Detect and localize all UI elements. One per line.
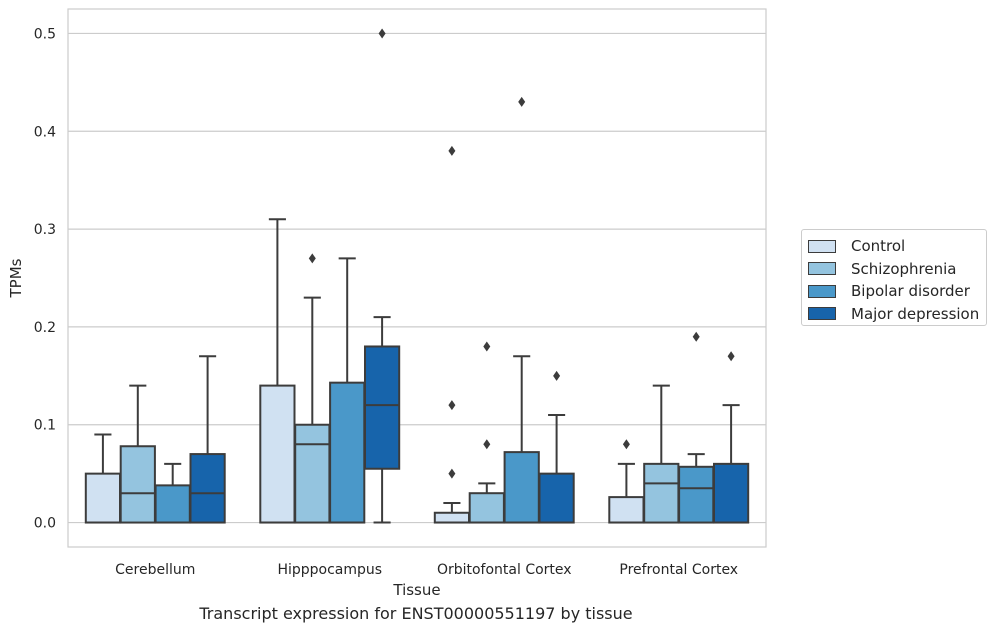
box-bipolar-disorder-orbitofontal-cortex bbox=[503, 96, 540, 524]
box-iqr bbox=[294, 423, 331, 524]
box-iqr bbox=[119, 445, 156, 524]
legend-swatch-bipolar-disorder bbox=[808, 284, 836, 298]
legend-swatch-control bbox=[808, 239, 836, 253]
box-iqr bbox=[189, 453, 226, 524]
box-iqr bbox=[503, 451, 540, 524]
box-iqr bbox=[643, 462, 680, 524]
box-iqr bbox=[608, 496, 645, 524]
box-control-hipppocampus bbox=[259, 218, 296, 524]
box-iqr bbox=[712, 462, 750, 524]
outlier-point bbox=[518, 96, 526, 107]
box-major-depression-hipppocampus bbox=[363, 28, 401, 524]
y-tick-label: 0.4 bbox=[34, 124, 56, 140]
box-iqr bbox=[678, 465, 715, 524]
outlier-point bbox=[483, 439, 491, 450]
legend-item-control: Control bbox=[808, 235, 986, 258]
y-axis-label: TPMs bbox=[7, 258, 25, 298]
outlier-point bbox=[483, 341, 491, 352]
legend-label-bipolar-disorder: Bipolar disorder bbox=[851, 282, 970, 301]
outlier-point bbox=[622, 439, 630, 450]
legend-swatch-major-depression bbox=[808, 307, 836, 321]
legend-label-major-depression: Major depression bbox=[851, 304, 980, 323]
chart-caption: Transcript expression for ENST0000055119… bbox=[199, 604, 633, 623]
box-schizophrenia-prefrontal-cortex bbox=[643, 384, 680, 524]
box-control-cerebellum bbox=[84, 433, 122, 524]
legend-label-schizophrenia: Schizophrenia bbox=[851, 259, 957, 278]
x-tick-labels: Cerebellum Hipppocampus Orbitofontal Corte… bbox=[115, 562, 738, 578]
box-major-depression-prefrontal-cortex bbox=[712, 351, 750, 524]
box-bipolar-disorder-hipppocampus bbox=[329, 257, 366, 524]
box-series bbox=[84, 28, 750, 524]
x-axis-label: Tissue bbox=[392, 581, 440, 599]
outlier-point bbox=[692, 331, 700, 342]
legend-swatch-schizophrenia bbox=[808, 262, 836, 276]
box-bipolar-disorder-prefrontal-cortex bbox=[678, 331, 715, 524]
y-tick-label: 0.2 bbox=[34, 320, 56, 336]
outlier-point bbox=[553, 370, 561, 381]
x-tick-label: Orbitofontal Cortex bbox=[437, 562, 572, 578]
y-tick-label: 0.5 bbox=[34, 26, 56, 42]
box-iqr bbox=[154, 484, 191, 524]
box-schizophrenia-cerebellum bbox=[119, 384, 156, 524]
legend-item-schizophrenia: Schizophrenia bbox=[808, 258, 986, 281]
x-tick-label: Hipppocampus bbox=[277, 562, 382, 578]
box-schizophrenia-hipppocampus bbox=[294, 253, 331, 524]
outlier-point bbox=[727, 351, 735, 362]
box-iqr bbox=[468, 492, 505, 524]
outlier-point bbox=[448, 400, 456, 411]
y-tick-label: 0.3 bbox=[34, 222, 56, 238]
box-iqr bbox=[84, 472, 122, 524]
y-tick-labels: 0.0 0.1 0.2 0.3 0.4 0.5 bbox=[34, 26, 56, 531]
box-iqr bbox=[433, 511, 471, 524]
legend-label-control: Control bbox=[851, 237, 906, 256]
box-iqr bbox=[538, 472, 575, 524]
box-iqr bbox=[329, 381, 366, 524]
outlier-point bbox=[448, 145, 456, 156]
plot-frame bbox=[67, 8, 767, 548]
legend-item-major-depression: Major depression bbox=[808, 303, 986, 326]
x-tick-label: Prefrontal Cortex bbox=[619, 562, 738, 578]
outlier-point bbox=[378, 28, 386, 39]
y-tick-label: 0.1 bbox=[34, 418, 56, 434]
box-schizophrenia-orbitofontal-cortex bbox=[468, 341, 505, 524]
y-tick-label: 0.0 bbox=[34, 516, 56, 532]
box-control-prefrontal-cortex bbox=[608, 439, 645, 524]
box-iqr bbox=[259, 384, 296, 524]
box-major-depression-cerebellum bbox=[189, 355, 226, 524]
outlier-point bbox=[308, 253, 316, 264]
box-bipolar-disorder-cerebellum bbox=[154, 462, 191, 524]
x-tick-label: Cerebellum bbox=[115, 562, 195, 578]
legend: Control Schizophrenia Bipolar disorder M… bbox=[801, 229, 987, 326]
box-major-depression-orbitofontal-cortex bbox=[538, 370, 575, 524]
box-control-orbitofontal-cortex bbox=[433, 145, 471, 524]
legend-item-bipolar-disorder: Bipolar disorder bbox=[808, 280, 986, 303]
outlier-point bbox=[448, 468, 456, 479]
box-iqr bbox=[363, 345, 401, 470]
